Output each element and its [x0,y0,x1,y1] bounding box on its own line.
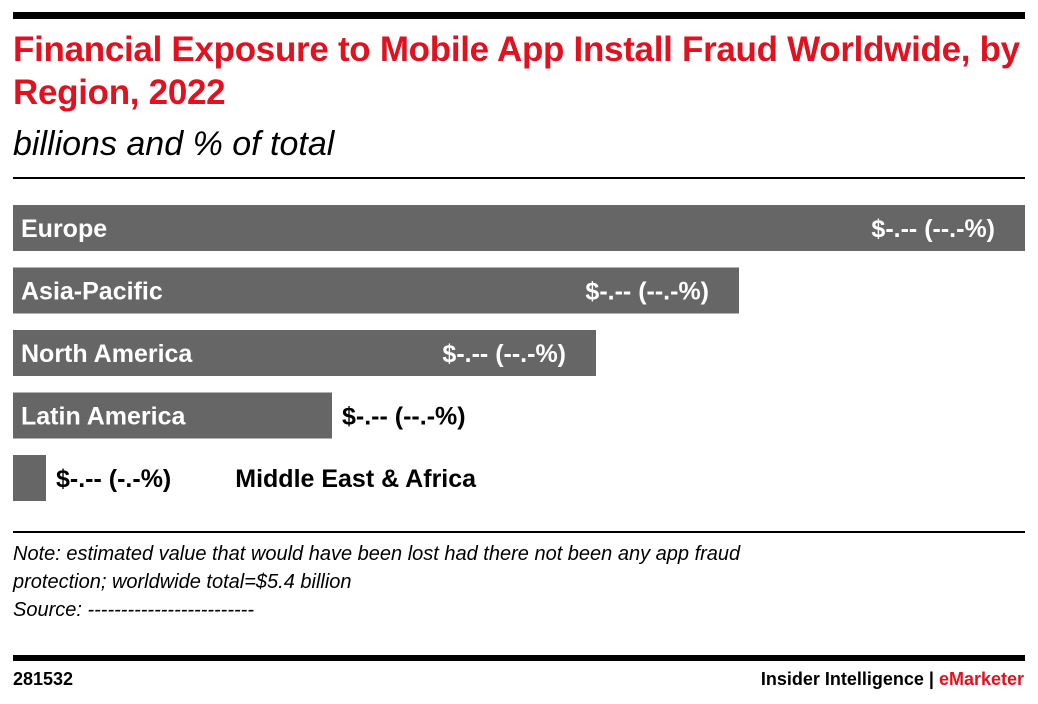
category-label-europe: Europe [21,215,107,243]
value-label-europe: $-.-- (--.-%) [871,215,995,243]
chart-note: Note: estimated value that would have be… [13,540,1023,624]
top-rule [13,12,1025,19]
note-line-1: Note: estimated value that would have be… [13,543,741,565]
chart-title: Financial Exposure to Mobile App Install… [13,30,1020,112]
bar-latin-america [13,392,332,439]
header-divider [13,177,1025,179]
bar-europe [13,205,1025,251]
chart-subtitle: billions and % of total [13,125,335,163]
value-label-asia-pacific: $-.-- (--.-%) [585,278,709,306]
category-label-north-america: North America [21,340,193,368]
note-line-2: protection; worldwide total=$5.4 billion [13,571,352,593]
category-label-middle-east-africa: Middle East & Africa [235,465,477,493]
brand-prefix: Insider Intelligence | [760,669,939,689]
bar-middle-east-africa [13,455,46,501]
footer-divider [13,531,1025,533]
chart-id: 281532 [13,669,74,689]
source-line: Source: ------------------------- [13,599,254,621]
value-label-middle-east-africa: $-.-- (-.-%) [56,465,171,493]
category-label-asia-pacific: Asia-Pacific [21,278,163,306]
brand-credit: Insider Intelligence | eMarketer [761,669,1024,690]
category-label-latin-america: Latin America [21,403,187,431]
value-label-latin-america: $-.-- (--.-%) [342,403,466,431]
value-label-north-america: $-.-- (--.-%) [442,340,566,368]
brand-accent: eMarketer [938,669,1024,689]
bar-asia-pacific [13,267,739,314]
bar-chart: Europe $-.-- (--.-%) Asia-Pacific $-.-- (--… [13,205,1025,501]
bottom-rule [13,655,1025,661]
bar-north-america [13,330,596,376]
